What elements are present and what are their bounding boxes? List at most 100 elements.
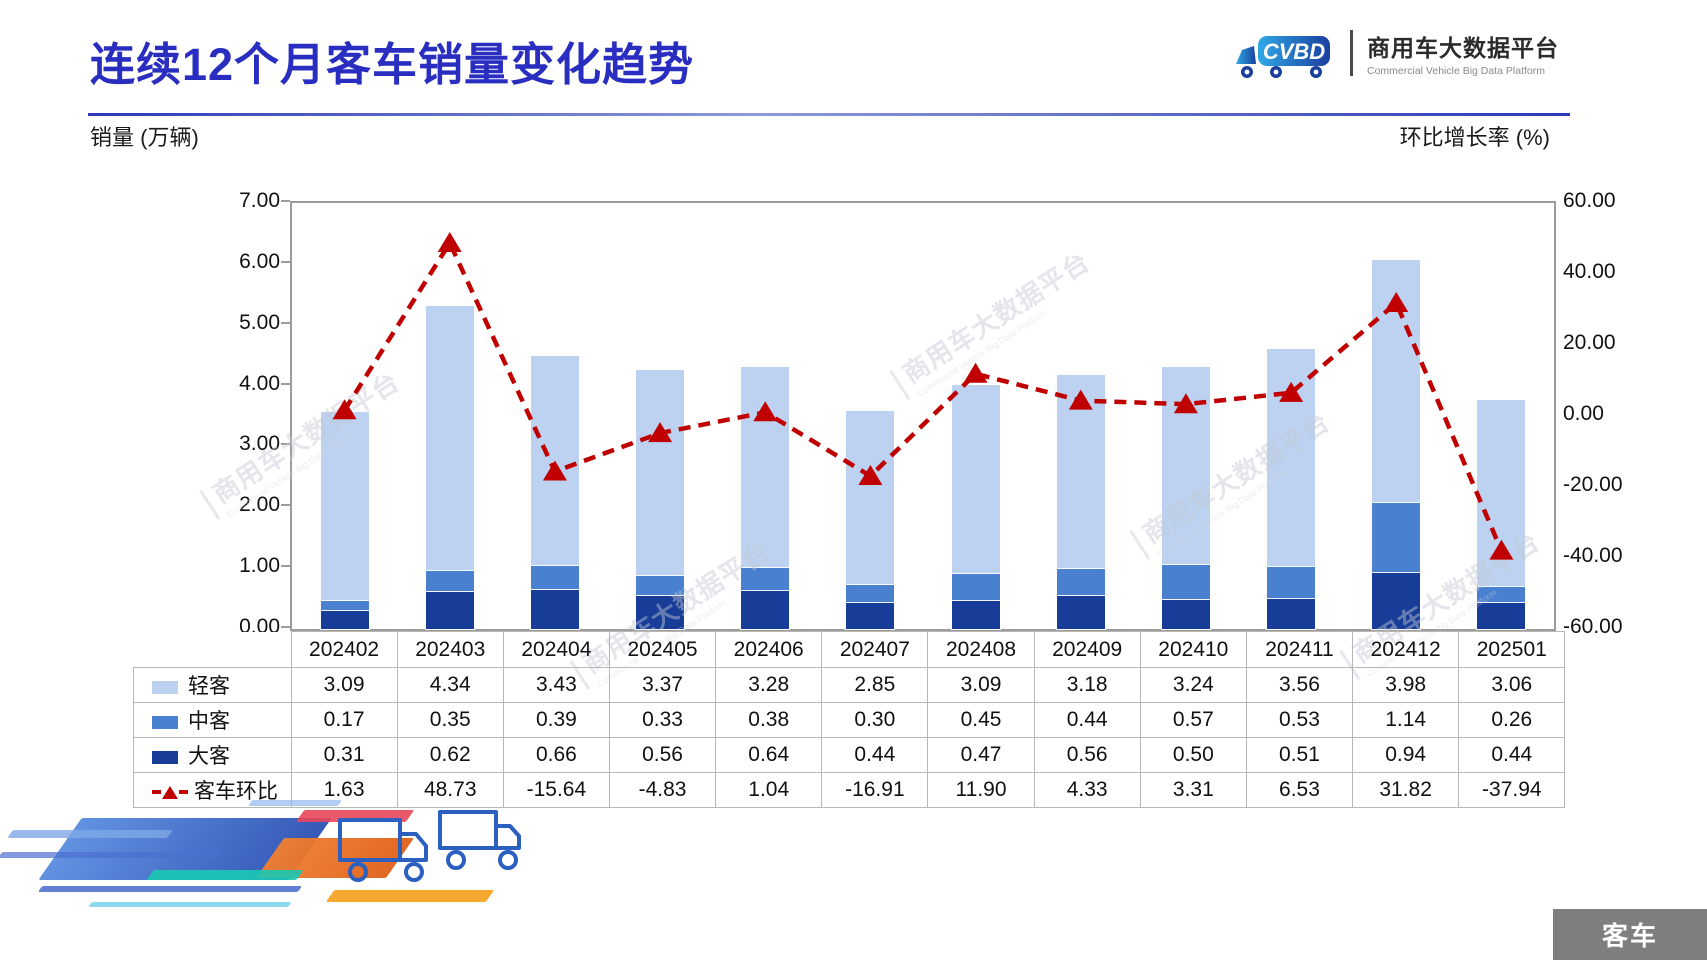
triangle-marker xyxy=(542,460,567,481)
month-header: 202501 xyxy=(1458,631,1566,668)
right-axis-tick-label: 0.00 xyxy=(1563,402,1604,425)
table-row: 客车环比 1.63 48.73 -15.64 -4.83 1.04 -16.91 11.90 4… xyxy=(133,772,1566,808)
value-cell: 11.90 xyxy=(927,772,1035,808)
legend-cell: 客车环比 xyxy=(133,772,292,808)
legend-cell: 轻客 xyxy=(133,667,292,703)
month-header: 202405 xyxy=(608,631,717,668)
value-cell: 0.66 xyxy=(502,737,610,773)
month-header: 202411 xyxy=(1245,631,1354,668)
triangle-marker xyxy=(1279,381,1304,402)
speed-streak xyxy=(88,902,292,907)
left-axis-tick-label: 6.00 xyxy=(239,249,280,273)
bar-segment-中客 xyxy=(424,568,475,593)
value-cell: 0.44 xyxy=(1033,702,1141,738)
legend-swatch-icon xyxy=(152,680,178,694)
bar-segment-大客 xyxy=(1371,570,1422,631)
bar-segment-中客 xyxy=(740,565,791,592)
triangle-marker xyxy=(858,465,883,486)
bar-column-202406 xyxy=(713,203,818,630)
value-cell: 0.38 xyxy=(715,702,823,738)
right-axis-tick-label: 40.00 xyxy=(1563,260,1616,283)
value-cell: 0.57 xyxy=(1139,702,1247,738)
month-header: 202403 xyxy=(396,631,504,668)
page-title: 连续12个月客车销量变化趋势 xyxy=(90,39,695,90)
value-cell: 3.18 xyxy=(1033,667,1141,703)
left-axis-tickmark xyxy=(281,626,290,628)
speed-streak xyxy=(37,886,303,892)
plot-area xyxy=(290,201,1556,631)
left-axis-tick-label: 5.00 xyxy=(239,310,280,334)
right-axis-tick-label: 60.00 xyxy=(1563,189,1616,212)
value-cell: 0.39 xyxy=(502,702,610,738)
bar-column-202402 xyxy=(292,203,397,630)
bar-segment-大客 xyxy=(424,590,475,630)
bar-segment-大客 xyxy=(319,609,370,630)
right-axis-tick-label: -40.00 xyxy=(1563,544,1623,567)
title-underline xyxy=(88,113,1570,116)
logo-divider xyxy=(1350,30,1353,76)
bar-column-202408 xyxy=(923,203,1028,630)
triangle-marker xyxy=(963,362,988,383)
bar-segment-轻客 xyxy=(635,368,686,576)
value-cell: 3.28 xyxy=(715,667,823,703)
value-cell: 0.62 xyxy=(396,737,504,773)
value-cell: 0.44 xyxy=(821,737,929,773)
table-row: 轻客 3.09 4.34 3.43 3.37 3.28 2.85 3.09 3.18 3.24 3.… xyxy=(133,667,1566,703)
month-header: 202410 xyxy=(1139,631,1247,668)
value-cell: 0.53 xyxy=(1245,702,1354,738)
triangle-marker xyxy=(648,422,673,443)
brand-logo: CVBD 商用车大数据平台 Commercial Vehicle Big Dat… xyxy=(1232,24,1559,82)
value-cell: 3.56 xyxy=(1245,667,1354,703)
month-header: 202408 xyxy=(927,631,1035,668)
left-axis-tick-label: 2.00 xyxy=(239,493,280,517)
legend-cell: 大客 xyxy=(133,737,292,773)
mom-growth-line xyxy=(332,232,1514,560)
bar-column-202405 xyxy=(608,203,713,631)
value-cell: -4.83 xyxy=(608,772,717,808)
speed-streak xyxy=(0,852,223,858)
triangle-marker xyxy=(332,399,357,420)
bar-segment-中客 xyxy=(319,598,370,612)
brand-name-cn: 商用车大数据平台 xyxy=(1367,35,1559,61)
table-row: 中客 0.17 0.35 0.39 0.33 0.38 0.30 0.45 0.44 0.57 0.… xyxy=(133,702,1566,738)
value-cell: 0.56 xyxy=(1033,737,1141,773)
bar-segment-中客 xyxy=(845,582,896,604)
value-cell: 0.33 xyxy=(608,702,717,738)
bar-segment-轻客 xyxy=(845,409,896,585)
value-cell: 0.30 xyxy=(821,702,929,738)
right-axis-tick-label: 20.00 xyxy=(1563,331,1616,354)
table-header-row: 202402 202403 202404 202405 202406 202407 2024… xyxy=(133,631,1566,668)
speed-streak xyxy=(255,838,415,878)
bar-segment-大客 xyxy=(635,593,686,631)
value-cell: -15.64 xyxy=(502,772,610,808)
value-cell: 6.53 xyxy=(1245,772,1354,808)
truck-logo-icon: CVBD xyxy=(1236,36,1330,78)
month-header: 202407 xyxy=(821,631,929,668)
bar-segment-轻客 xyxy=(950,383,1001,575)
value-cell: 0.47 xyxy=(927,737,1035,773)
value-cell: -16.91 xyxy=(821,772,929,808)
value-cell: 0.64 xyxy=(715,737,823,773)
speed-streak xyxy=(295,810,415,822)
truck-outline-icon xyxy=(338,810,521,882)
speed-streak xyxy=(146,870,304,880)
value-cell: 0.56 xyxy=(608,737,717,773)
value-cell: 0.94 xyxy=(1352,737,1460,773)
value-cell: 4.33 xyxy=(1033,772,1141,808)
value-cell: 0.44 xyxy=(1458,737,1566,773)
left-axis-tickmark xyxy=(281,200,290,202)
speed-streak xyxy=(38,818,332,880)
bar-segment-中客 xyxy=(635,573,686,596)
bar-segment-中客 xyxy=(950,572,1001,602)
value-cell: 1.04 xyxy=(715,772,823,808)
left-axis-tickmark xyxy=(281,382,290,385)
triangle-marker xyxy=(437,232,462,253)
bar-segment-中客 xyxy=(1266,564,1317,599)
bar-segment-大客 xyxy=(529,587,580,631)
bar-segment-轻客 xyxy=(319,410,370,601)
value-cell: 2.85 xyxy=(821,667,929,703)
value-cell: 48.73 xyxy=(396,772,504,808)
value-cell: 3.31 xyxy=(1139,772,1247,808)
bar-segment-大客 xyxy=(1266,596,1317,631)
bar-segment-中客 xyxy=(1160,562,1211,600)
